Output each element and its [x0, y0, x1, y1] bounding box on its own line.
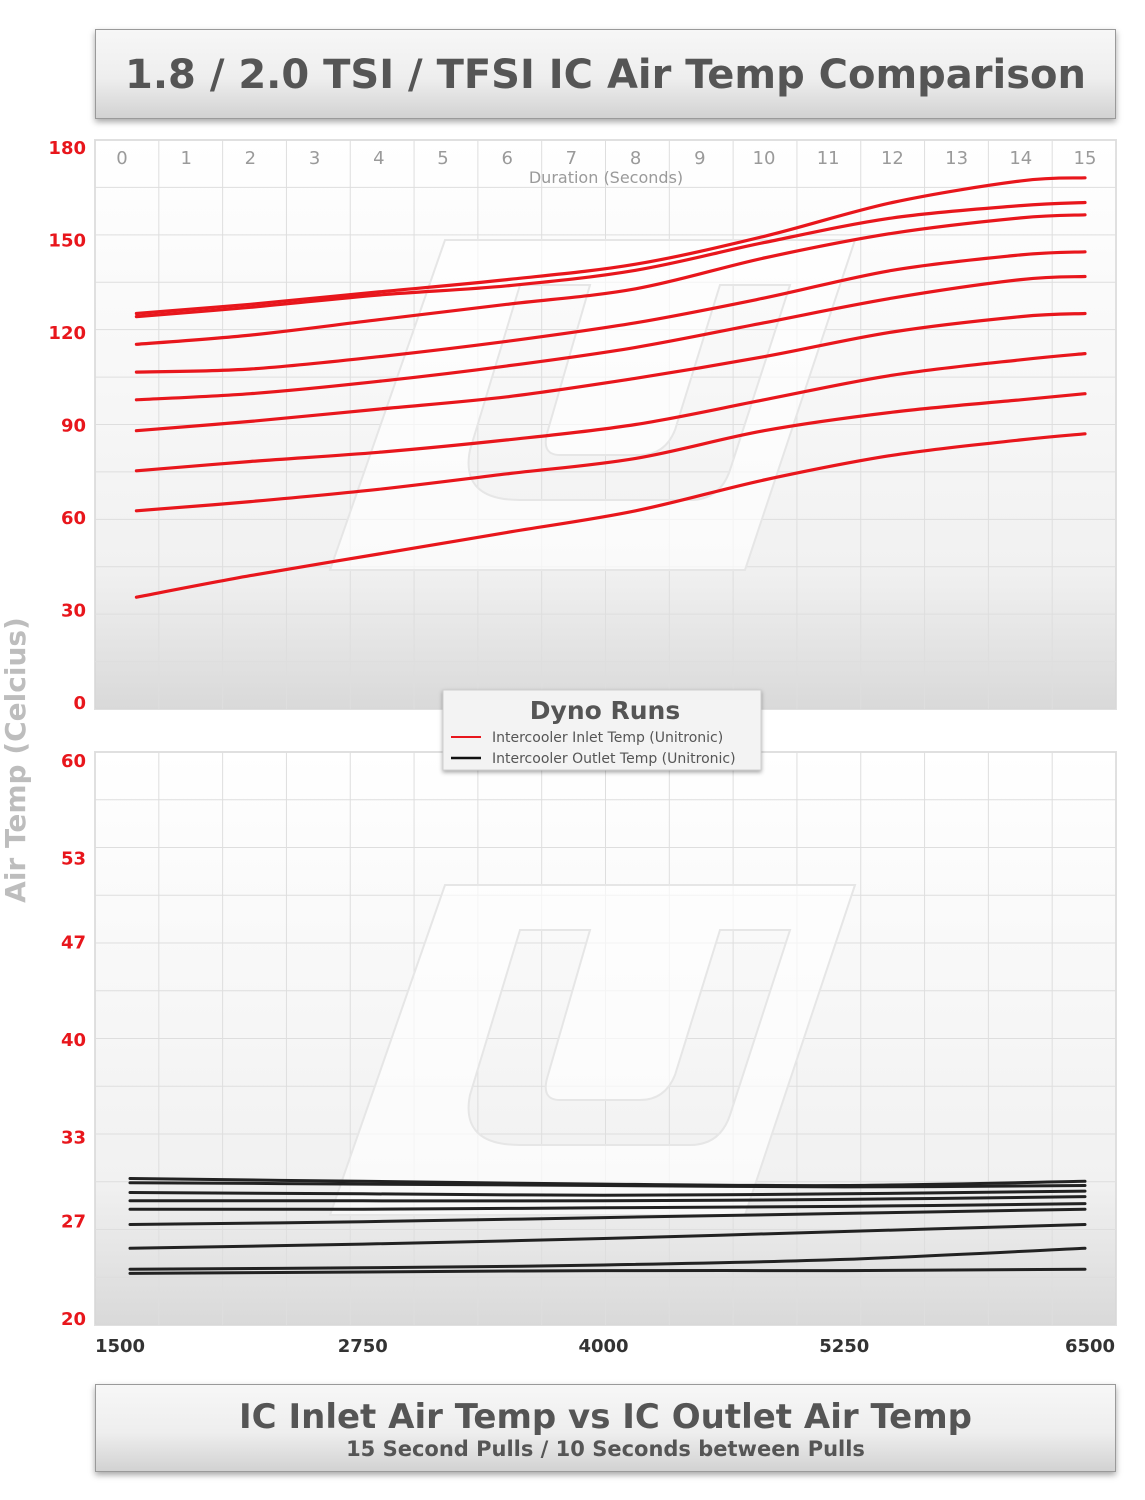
top-x-tick-label: 5: [437, 148, 448, 169]
footer-title: IC Inlet Air Temp vs IC Outlet Air Temp: [239, 1397, 972, 1437]
bottom-series-group: [128, 1177, 1087, 1275]
watermark-u-icon: [328, 239, 857, 571]
legend-item-outlet: Intercooler Outlet Temp (Unitronic): [492, 751, 736, 767]
outlet-series-line-8: [128, 1246, 1087, 1271]
bottom-y-tick-label: 33: [61, 1128, 86, 1149]
chart-title: 1.8 / 2.0 TSI / TFSI IC Air Temp Compari…: [125, 52, 1086, 98]
inlet-series-line-5: [134, 274, 1087, 402]
top-x-tick-label: 3: [309, 148, 320, 169]
top-y-tick-label: 150: [48, 231, 86, 252]
inlet-series-line-2: [134, 200, 1087, 319]
top-series-group: [134, 176, 1087, 599]
top-x-tick-label: 4: [373, 148, 384, 169]
bottom-y-tick-label: 27: [61, 1211, 86, 1232]
bottom-y-tick-label: 47: [61, 932, 86, 953]
footer-subtitle: 15 Second Pulls / 10 Seconds between Pul…: [346, 1437, 865, 1461]
y-axis-label: Air Temp (Celcius): [0, 617, 32, 903]
bottom-y-tick-label: 20: [61, 1309, 86, 1330]
top-x-tick-label: 6: [501, 148, 512, 169]
legend-title: Dyno Runs: [530, 696, 680, 725]
top-y-tick-label: 30: [61, 601, 86, 622]
top-x-tick-label: 0: [116, 148, 127, 169]
top-x-tick-label: 9: [694, 148, 705, 169]
top-y-tick-label: 60: [61, 508, 86, 529]
top-y-tick-label: 0: [73, 693, 86, 714]
inlet-series-line-4: [134, 250, 1087, 374]
outlet-series-line-7: [128, 1223, 1087, 1250]
bottom-x-tick-label: 4000: [578, 1336, 628, 1357]
top-x-axis-label: Duration (Seconds): [529, 168, 683, 187]
top-x-tick-label: 11: [817, 148, 840, 169]
top-x-tick-label: 7: [566, 148, 577, 169]
bottom-y-tick-label: 40: [61, 1030, 86, 1051]
inlet-series-line-8: [134, 392, 1087, 513]
inlet-series-line-7: [134, 352, 1087, 473]
title-banner: 1.8 / 2.0 TSI / TFSI IC Air Temp Compari…: [95, 29, 1116, 119]
inlet-series-line-3: [134, 213, 1087, 346]
legend: [442, 689, 762, 771]
top-x-tick-label: 15: [1074, 148, 1097, 169]
outlet-series-line-3: [128, 1189, 1087, 1197]
bottom-x-tick-label: 1500: [95, 1336, 145, 1357]
outlet-series-line-2: [128, 1181, 1087, 1189]
axis-labels-group: 0 1 2 3 4 5 6 7 8 9 10 11 12 13 14 150306090120150180Du…: [48, 138, 1115, 1357]
bottom-y-tick-label: 60: [61, 751, 86, 772]
top-x-tick-label: 13: [945, 148, 968, 169]
watermark-logo: [328, 239, 857, 1216]
bottom-x-tick-label: 2750: [338, 1336, 388, 1357]
top-y-tick-label: 180: [48, 138, 86, 159]
bottom-x-tick-label: 5250: [819, 1336, 869, 1357]
inlet-series-line-6: [134, 311, 1087, 433]
top-y-tick-label: 90: [61, 416, 86, 437]
footer-banner: IC Inlet Air Temp vs IC Outlet Air Temp …: [95, 1384, 1116, 1472]
bottom-y-tick-label: 53: [61, 849, 86, 870]
outlet-series-line-9: [128, 1267, 1087, 1275]
top-x-tick-label: 12: [881, 148, 904, 169]
legend-item-inlet: Intercooler Inlet Temp (Unitronic): [492, 730, 723, 746]
outlet-series-line-4: [128, 1195, 1087, 1203]
top-x-tick-label: 8: [630, 148, 641, 169]
bottom-x-tick-label: 6500: [1065, 1336, 1115, 1357]
outlet-series-line-5: [128, 1202, 1087, 1211]
top-x-tick-label: 10: [753, 148, 776, 169]
outlet-series-line-6: [128, 1207, 1087, 1226]
inlet-series-line-1: [134, 176, 1087, 316]
inlet-series-line-9: [134, 432, 1087, 599]
top-x-tick-label: 2: [245, 148, 256, 169]
top-y-tick-label: 120: [48, 323, 86, 344]
top-x-tick-label: 14: [1009, 148, 1032, 169]
top-x-tick-label: 1: [180, 148, 191, 169]
